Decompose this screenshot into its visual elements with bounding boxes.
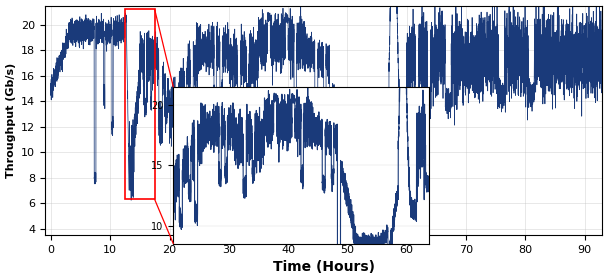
- Y-axis label: Throughput (Gb/s): Throughput (Gb/s): [5, 63, 16, 178]
- Bar: [125, 10, 154, 199]
- X-axis label: Time (Hours): Time (Hours): [273, 260, 375, 274]
